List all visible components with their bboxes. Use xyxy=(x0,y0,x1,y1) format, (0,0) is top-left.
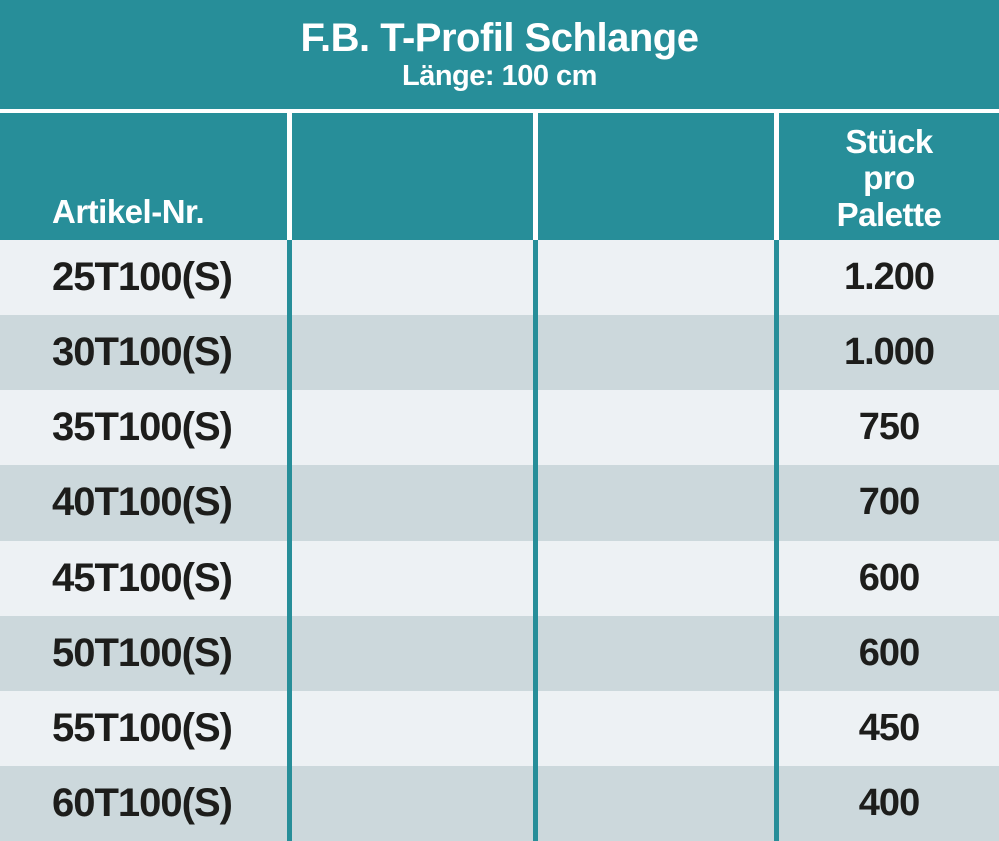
artikel-cell: 45T100(S) xyxy=(52,555,233,600)
stueck-cell: 600 xyxy=(774,615,999,691)
empty-cell xyxy=(533,240,774,316)
table-row: 60T100(S) 400 xyxy=(0,765,999,841)
column-header-empty-2 xyxy=(533,113,774,240)
column-header-stueck-line-2: pro xyxy=(863,159,915,197)
column-header-artikel: Artikel-Nr. xyxy=(52,193,205,230)
header-separator xyxy=(0,109,999,113)
stueck-cell: 1.000 xyxy=(774,315,999,391)
artikel-cell: 25T100(S) xyxy=(52,255,233,300)
table-row: 25T100(S) 1.200 xyxy=(0,240,999,316)
empty-cell xyxy=(287,765,533,841)
empty-cell xyxy=(533,315,774,391)
column-header-stueck: Stück pro Palette xyxy=(774,113,999,240)
stueck-cell: 400 xyxy=(774,765,999,841)
page-title: F.B. T-Profil Schlange xyxy=(300,16,699,61)
empty-cell xyxy=(287,540,533,616)
empty-cell xyxy=(287,390,533,466)
stueck-cell: 600 xyxy=(774,540,999,616)
empty-cell xyxy=(533,615,774,691)
empty-cell xyxy=(287,690,533,766)
empty-cell xyxy=(533,540,774,616)
empty-cell xyxy=(533,390,774,466)
table-row: 45T100(S) 600 xyxy=(0,540,999,616)
column-header-empty-1 xyxy=(287,113,533,240)
artikel-cell: 40T100(S) xyxy=(52,480,233,525)
table-row: 35T100(S) 750 xyxy=(0,390,999,466)
table-body: 25T100(S) 1.200 30T100(S) 1.000 35T100(S… xyxy=(0,240,999,841)
table-row: 55T100(S) 450 xyxy=(0,690,999,766)
artikel-cell: 60T100(S) xyxy=(52,780,233,825)
table-row: 30T100(S) 1.000 xyxy=(0,315,999,391)
empty-cell xyxy=(533,765,774,841)
artikel-cell: 55T100(S) xyxy=(52,705,233,750)
empty-cell xyxy=(533,690,774,766)
empty-cell xyxy=(287,465,533,541)
empty-cell xyxy=(287,615,533,691)
empty-cell xyxy=(287,315,533,391)
column-header-row: Artikel-Nr. Stück pro Palette xyxy=(0,113,999,240)
empty-cell xyxy=(533,465,774,541)
stueck-cell: 700 xyxy=(774,465,999,541)
artikel-cell: 30T100(S) xyxy=(52,330,233,375)
stueck-cell: 450 xyxy=(774,690,999,766)
empty-cell xyxy=(287,240,533,316)
page-subtitle: Länge: 100 cm xyxy=(402,60,597,93)
table-row: 40T100(S) 700 xyxy=(0,465,999,541)
title-bar: F.B. T-Profil Schlange Länge: 100 cm xyxy=(0,0,999,109)
column-header-stueck-line-1: Stück xyxy=(845,123,933,161)
column-header-stueck-line-3: Palette xyxy=(836,195,942,233)
artikel-cell: 35T100(S) xyxy=(52,405,233,450)
stueck-cell: 1.200 xyxy=(774,240,999,316)
artikel-cell: 50T100(S) xyxy=(52,630,233,675)
table-row: 50T100(S) 600 xyxy=(0,615,999,691)
stueck-cell: 750 xyxy=(774,390,999,466)
